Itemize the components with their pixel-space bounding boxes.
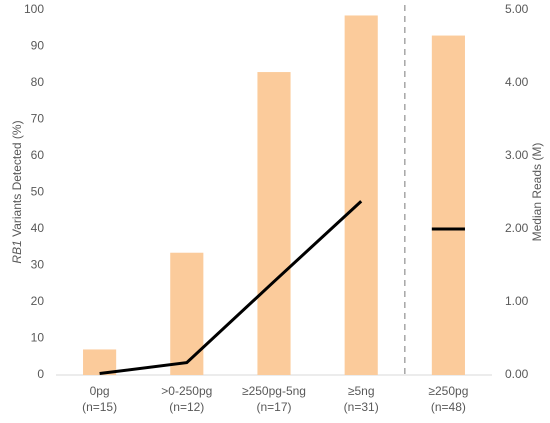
y2-tick-label: 4.00 (505, 75, 529, 89)
bar (344, 15, 378, 375)
y2-tick-label: 3.00 (505, 148, 529, 162)
x-tick-label: (n=17) (256, 400, 291, 414)
x-tick-label: ≥5ng (348, 384, 375, 398)
line (99, 200, 363, 376)
y-tick-label: 30 (31, 258, 45, 272)
x-tick-label: (n=12) (169, 400, 204, 414)
y-tick-label: 0 (37, 367, 44, 381)
y-tick-label: 100 (24, 2, 44, 16)
y-tick-label: 40 (31, 221, 45, 235)
bar (170, 252, 204, 375)
y2-tick-label: 2.00 (505, 221, 529, 235)
y-tick-label: 10 (31, 331, 45, 345)
y2-axis-label: Median Reads (M) (530, 143, 544, 242)
y2-tick-label: 5.00 (505, 2, 529, 16)
y-tick-label: 20 (31, 294, 45, 308)
y-axis-label-part: RB1 (10, 240, 24, 263)
x-tick-label: (n=48) (431, 400, 466, 414)
bar (431, 35, 465, 376)
y-tick-label: 70 (31, 112, 45, 126)
y-tick-label: 90 (31, 39, 45, 53)
x-tick-label: ≥250pg-5ng (242, 384, 306, 398)
x-tick-label: ≥250pg (428, 384, 468, 398)
y-tick-label: 80 (31, 75, 45, 89)
y-axis-label: RB1 Variants Detected (%) (10, 120, 24, 263)
bar (257, 72, 291, 376)
x-tick-label: 0pg (90, 384, 110, 398)
y2-tick-label: 1.00 (505, 294, 529, 308)
x-tick-label: (n=15) (82, 400, 117, 414)
y2-tick-label: 0.00 (505, 367, 529, 381)
y-axis-label-part: Variants Detected (%) (10, 120, 24, 240)
x-tick-label: >0-250pg (161, 384, 212, 398)
y-tick-label: 60 (31, 148, 45, 162)
y-tick-label: 50 (31, 185, 45, 199)
x-tick-label: (n=31) (344, 400, 379, 414)
